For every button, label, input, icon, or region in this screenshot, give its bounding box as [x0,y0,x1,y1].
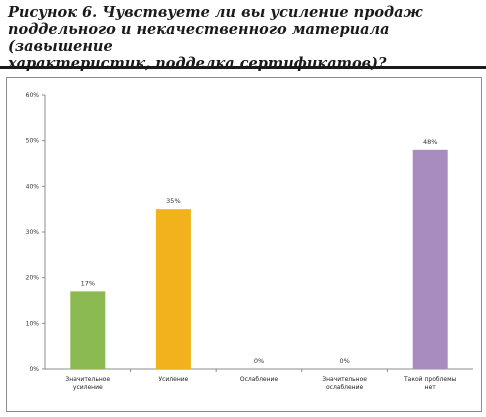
x-tick-label: Значительное усиление [65,376,110,391]
data-label: 0% [254,357,264,365]
data-label: 17% [81,279,95,287]
chart-frame: 0% 10% 20% 30% 40% 50% 60% 17% Значительное усиле… [6,77,482,412]
bar-chart: 0% 10% 20% 30% 40% 50% 60% 17% Значительное усиле… [26,92,473,391]
y-tick-label: 60% [26,92,40,99]
x-tick-label: Такой проблемы нет [403,376,457,391]
bar [412,149,448,369]
y-tick-label: 30% [26,229,40,236]
x-tick-label: Значительное ослабление [322,376,367,391]
caption-rule [0,66,486,69]
y-tick-label: 40% [26,183,40,190]
y-tick-label: 10% [26,320,40,327]
figure-caption: Рисунок 6. Чувствуете ли вы усиление про… [8,4,423,72]
data-label: 48% [423,138,437,146]
x-tick-label: Усиление [158,376,188,383]
data-label: 0% [339,357,349,365]
y-tick-label: 50% [26,138,40,145]
x-tick-label: Ослабление [240,376,279,383]
bar [155,209,191,369]
data-label: 35% [166,197,180,205]
y-tick-label: 20% [26,275,40,282]
y-tick-label: 0% [29,366,39,373]
bar [70,291,106,369]
